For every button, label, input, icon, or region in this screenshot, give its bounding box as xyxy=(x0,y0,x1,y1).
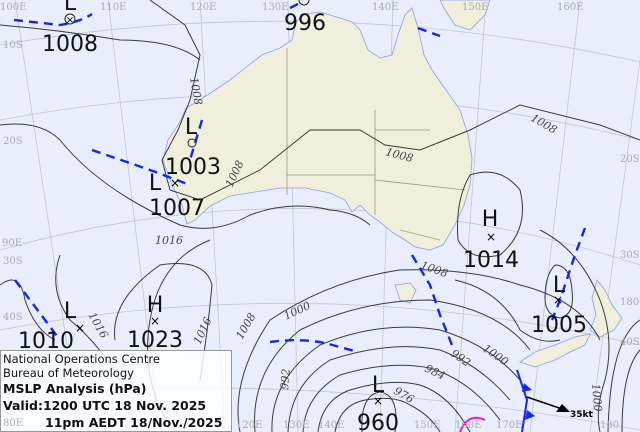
svg-text:960: 960 xyxy=(357,411,399,432)
svg-text:160E: 160E xyxy=(455,420,481,431)
svg-text:1008: 1008 xyxy=(42,32,98,57)
svg-text:L: L xyxy=(372,373,385,398)
svg-text:180: 180 xyxy=(620,297,639,308)
svg-text:40S: 40S xyxy=(620,337,640,348)
svg-text:160E: 160E xyxy=(557,2,583,13)
organisation-name: National Operations Centre xyxy=(3,352,160,366)
svg-text:×: × xyxy=(66,15,74,26)
valid-time-local: 11pm AEDT 18/Nov./2025 xyxy=(45,415,223,430)
svg-text:1007: 1007 xyxy=(149,196,205,221)
svg-text:1003: 1003 xyxy=(165,155,221,180)
svg-text:130E: 130E xyxy=(283,420,309,431)
pressure-centre-7: L × 1010 xyxy=(18,299,85,354)
svg-text:×: × xyxy=(553,293,563,307)
svg-text:H: H xyxy=(147,293,164,318)
pressure-centre-1: 996 xyxy=(284,0,326,36)
svg-text:120E: 120E xyxy=(190,2,216,13)
svg-text:1000: 1000 xyxy=(589,383,604,412)
svg-text:1023: 1023 xyxy=(127,328,183,353)
svg-text:180: 180 xyxy=(600,420,619,431)
svg-text:30S: 30S xyxy=(3,256,23,267)
svg-text:20S: 20S xyxy=(3,136,23,147)
australia xyxy=(162,7,473,251)
pressure-centre-8: L × 960 xyxy=(357,373,399,432)
svg-text:1008: 1008 xyxy=(187,76,205,106)
svg-text:170E: 170E xyxy=(496,420,522,431)
wind-arrow: 35kt xyxy=(526,396,594,420)
grid-label-80e: 80E xyxy=(3,418,24,429)
pressure-centre-3: L × 1007 xyxy=(149,171,205,221)
nz-south-island xyxy=(519,333,591,368)
svg-text:100E: 100E xyxy=(0,2,26,13)
valid-time-utc: Valid:1200 UTC 18 Nov. 2025 xyxy=(3,397,229,414)
svg-text:140E: 140E xyxy=(318,420,344,431)
svg-text:1016: 1016 xyxy=(155,234,183,247)
svg-text:150E: 150E xyxy=(414,420,440,431)
svg-text:30S: 30S xyxy=(620,250,640,261)
landmasses xyxy=(162,0,623,368)
tasmania xyxy=(394,282,417,304)
svg-text:L: L xyxy=(553,273,566,298)
valid-utc: 1200 UTC 18 Nov. 2025 xyxy=(42,398,207,413)
svg-text:130E: 130E xyxy=(262,2,288,13)
new-guinea xyxy=(439,0,491,31)
pressure-centre-6: H × 1023 xyxy=(127,293,183,353)
svg-text:L: L xyxy=(149,171,162,196)
svg-text:35kt: 35kt xyxy=(570,410,594,420)
pressure-centre-4: H × 1014 xyxy=(463,207,519,273)
svg-text:996: 996 xyxy=(284,11,326,36)
svg-text:×: × xyxy=(75,321,85,335)
svg-text:×: × xyxy=(486,230,496,244)
svg-text:L: L xyxy=(64,0,77,16)
svg-text:120E: 120E xyxy=(236,420,262,431)
svg-text:110E: 110E xyxy=(100,2,126,13)
svg-text:1010: 1010 xyxy=(18,329,74,354)
state-borders xyxy=(286,48,466,241)
svg-text:×: × xyxy=(373,394,383,408)
chart-title: MSLP Analysis (hPa) xyxy=(3,381,147,396)
svg-text:×: × xyxy=(170,176,180,190)
svg-text:×: × xyxy=(150,314,160,328)
cold-front xyxy=(516,369,535,432)
svg-text:10S: 10S xyxy=(3,40,23,51)
organisation-bureau: Bureau of Meteorology xyxy=(3,366,134,380)
svg-text:90E: 90E xyxy=(2,238,22,249)
valid-label: Valid: xyxy=(3,398,43,413)
map-legend: National Operations Centre Bureau of Met… xyxy=(0,350,232,432)
svg-text:992: 992 xyxy=(278,368,293,390)
svg-text:L: L xyxy=(64,299,77,324)
svg-text:1014: 1014 xyxy=(463,248,519,273)
troughs xyxy=(13,1,587,354)
pressure-centre-0: L × 1008 xyxy=(42,0,98,57)
svg-text:150E: 150E xyxy=(462,2,488,13)
svg-text:L: L xyxy=(185,115,198,140)
magenta-feature xyxy=(459,416,486,432)
pressure-centre-2: L 1003 xyxy=(165,115,221,180)
svg-text:40S: 40S xyxy=(3,312,23,323)
pressure-centre-5: L × 1005 xyxy=(531,273,587,338)
svg-text:20S: 20S xyxy=(620,154,640,165)
svg-text:H: H xyxy=(482,207,499,232)
svg-text:1005: 1005 xyxy=(531,313,587,338)
svg-text:140E: 140E xyxy=(372,2,398,13)
